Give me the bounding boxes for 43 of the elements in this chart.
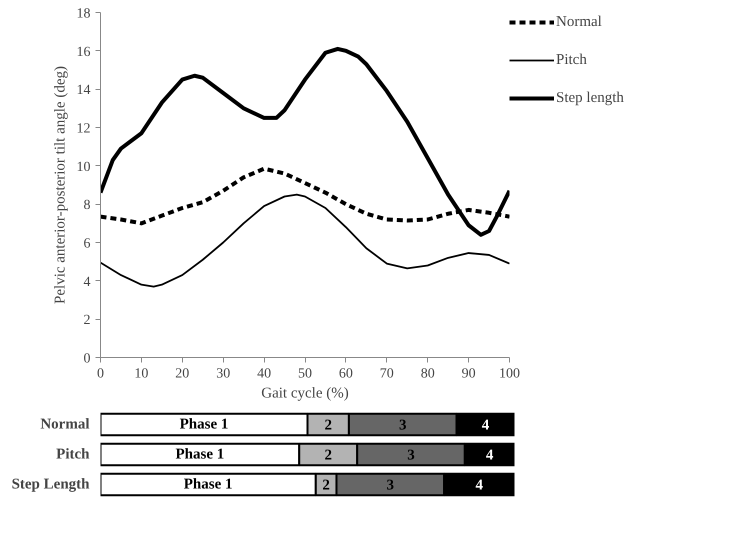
y-tick-label: Normal	[40, 416, 90, 432]
y-tick-label: 14	[76, 83, 90, 98]
line-series	[100, 46, 510, 237]
y-tick-label: 10	[76, 160, 90, 175]
x-tick-label: 30	[216, 366, 230, 382]
x-tick-label: 100	[499, 366, 520, 382]
series-label: 4	[482, 418, 490, 434]
text: 2	[324, 448, 332, 464]
y-tick-label: 2	[84, 313, 90, 328]
y-tick-label: 0	[84, 352, 90, 366]
series-label: Phase 1	[180, 416, 228, 432]
legend-label: Normal	[556, 14, 602, 30]
line-series	[100, 194, 510, 288]
y-tick-label: 16	[76, 44, 90, 60]
text: 3	[386, 478, 394, 494]
text: 4	[486, 448, 494, 464]
y-tick-label: 4	[84, 274, 90, 290]
x-tick-label: 0	[97, 366, 104, 382]
text: 3	[407, 448, 415, 464]
y-tick-label: 6	[84, 236, 90, 252]
y-tick-label: 18	[76, 6, 90, 22]
x-tick-label: 20	[175, 366, 190, 382]
y-tick-label: 8	[84, 198, 90, 214]
x-tick-label: 70	[380, 366, 394, 382]
y-axis-title: Pelvic anterior-posterior tilt angle (deg)	[52, 66, 68, 304]
text: Phase 1	[175, 446, 224, 462]
series-label: 2	[324, 418, 332, 434]
y-tick-label: 12	[76, 122, 90, 136]
series-label: 3	[398, 418, 406, 434]
legend-label: Step length	[556, 90, 624, 106]
x-tick-label: 40	[257, 366, 272, 382]
text: 4	[476, 478, 484, 494]
x-axis-title: Gait cycle (%)	[261, 386, 349, 402]
x-tick-label: 90	[462, 366, 476, 382]
x-tick-label: 50	[298, 366, 312, 382]
y-tick-label: Step Length	[12, 476, 90, 492]
x-tick-label: 60	[338, 366, 353, 382]
x-tick-label: 10	[134, 366, 148, 382]
text: Phase 1	[184, 476, 233, 492]
legend-label: Pitch	[556, 52, 587, 68]
text: 2	[322, 478, 330, 494]
y-tick-label: Pitch	[56, 446, 90, 462]
x-tick-label: 80	[420, 366, 435, 382]
